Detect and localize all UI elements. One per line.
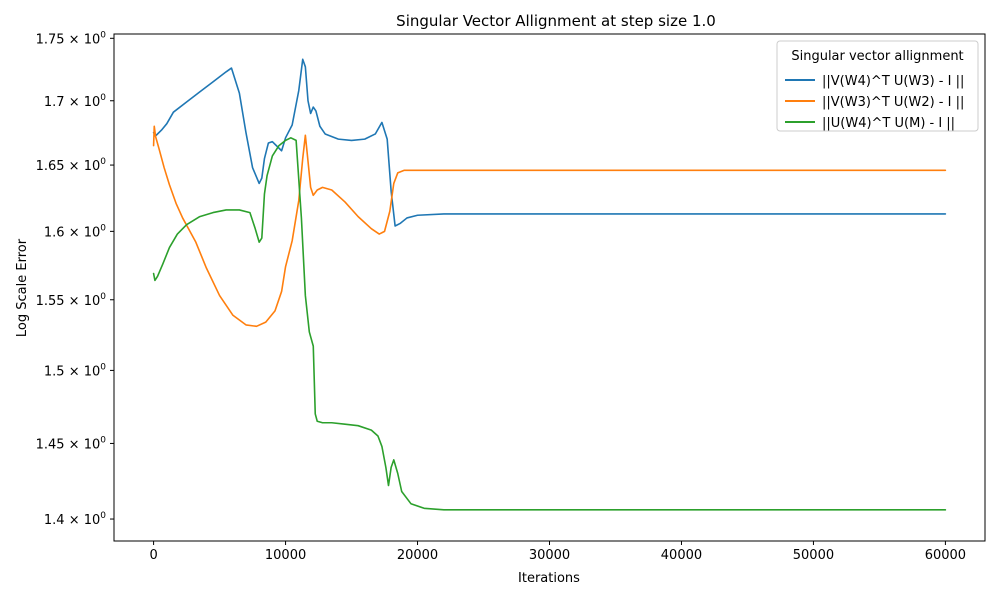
legend-label-2: ||V(W3)^T U(W2) - I || <box>822 95 964 110</box>
y-tick-label: 1.6 × 100 <box>44 223 106 240</box>
series-line-2 <box>152 125 947 328</box>
legend-box <box>776 40 979 132</box>
x-tick-label: 60000 <box>925 548 966 563</box>
y-tick-label: 1.75 × 100 <box>36 30 107 47</box>
y-axis: 1.4 × 100 1.45 × 100 1.5 × 100 1.55 × 100 1.… <box>36 30 114 528</box>
y-tick-label: 1.7 × 100 <box>44 93 106 110</box>
x-axis-title: Iterations <box>518 571 580 586</box>
legend-label-1: ||V(W4)^T U(W3) - I || <box>822 74 964 89</box>
x-tick-label: 50000 <box>793 548 834 563</box>
series-line-3 <box>152 137 947 511</box>
y-tick-label: 1.45 × 100 <box>36 435 107 452</box>
legend-label-3: ||U(W4)^T U(M) - I || <box>822 116 955 131</box>
y-tick-label: 1.5 × 100 <box>44 362 106 379</box>
x-tick-label: 20000 <box>397 548 438 563</box>
y-tick-label: 1.65 × 100 <box>36 157 107 174</box>
x-axis: 0 10000 20000 30000 40000 50000 60000 <box>149 541 966 563</box>
legend: Singular vector allignment ||V(W4)^T U(W3… <box>776 40 979 132</box>
x-tick-label: 40000 <box>661 548 702 563</box>
x-tick-label: 10000 <box>265 548 306 563</box>
x-tick-label: 0 <box>149 548 157 563</box>
legend-title: Singular vector allignment <box>791 49 963 64</box>
x-tick-label: 30000 <box>529 548 570 563</box>
y-tick-label: 1.55 × 100 <box>36 292 107 309</box>
y-tick-label: 1.4 × 100 <box>44 511 106 528</box>
series-line-1 <box>152 58 947 227</box>
y-axis-title: Log Scale Error <box>15 238 30 337</box>
chart-title: Singular Vector Allignment at step size … <box>396 12 716 30</box>
